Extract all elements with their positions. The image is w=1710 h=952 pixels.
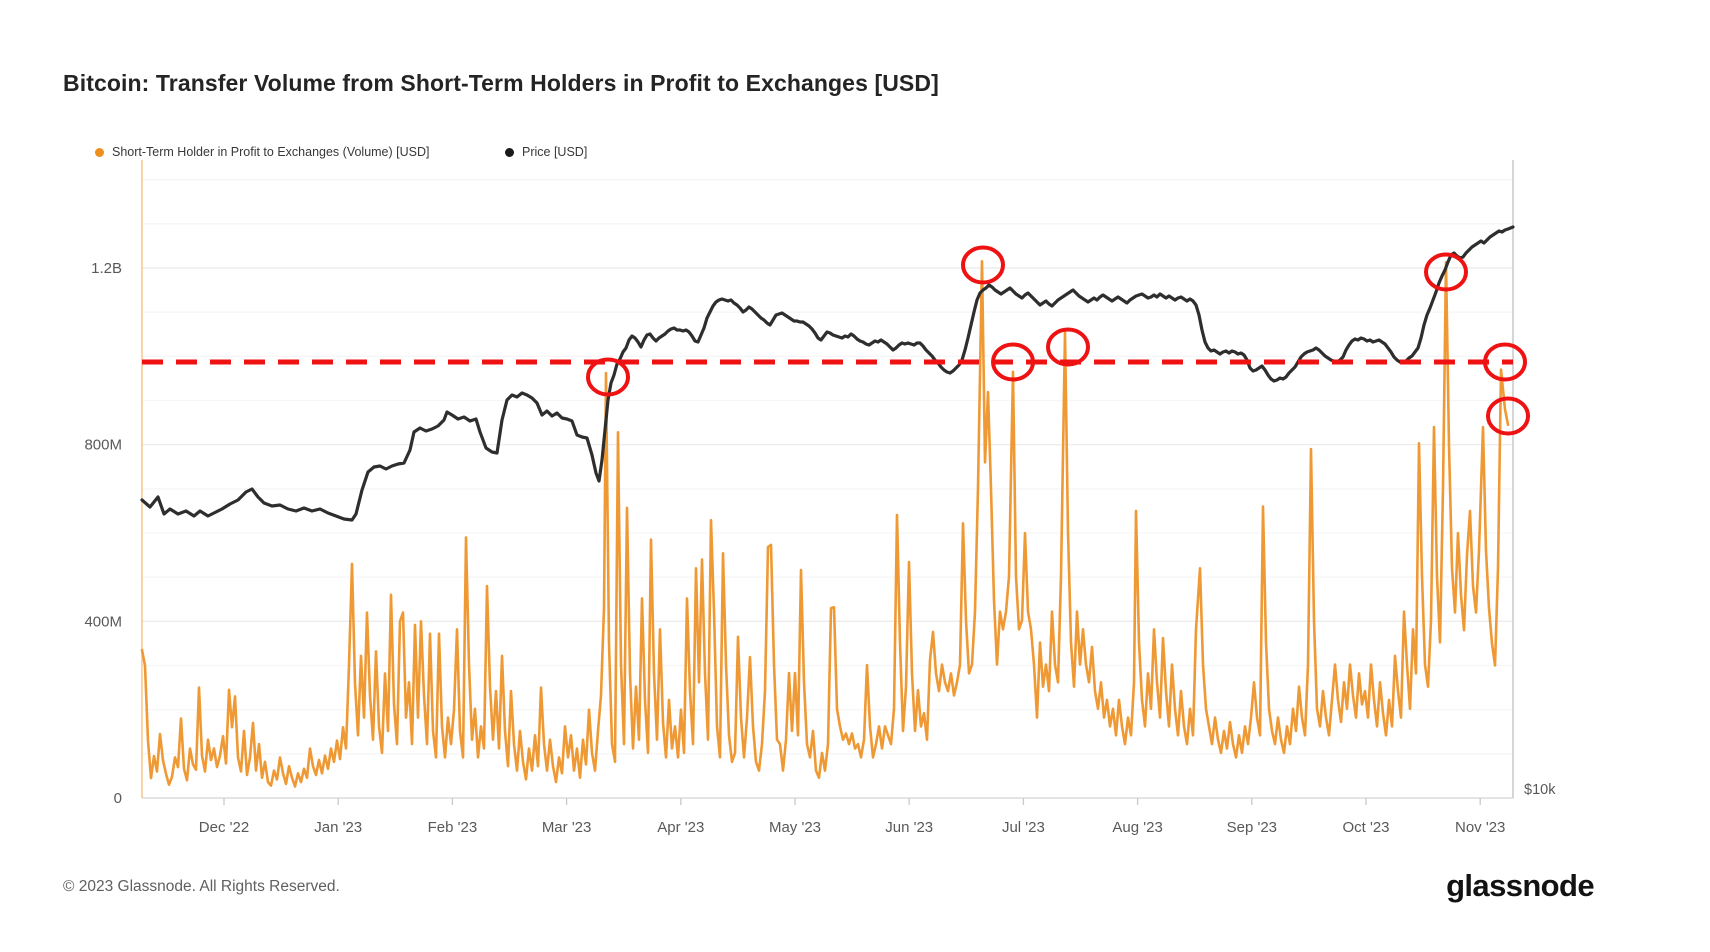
annotation-circle xyxy=(586,357,630,397)
copyright-text: © 2023 Glassnode. All Rights Reserved. xyxy=(63,878,340,895)
y-axis-tick-label: 1.2B xyxy=(91,260,122,277)
x-axis-tick-label: Jun '23 xyxy=(885,819,933,836)
annotation-circle xyxy=(1046,327,1090,367)
legend-item-price[interactable]: Price [USD] xyxy=(505,145,587,159)
volume-series-line xyxy=(140,259,1510,788)
x-axis-tick-label: Mar '23 xyxy=(542,819,592,836)
y-axis-tick-label: 0 xyxy=(114,790,122,807)
price-series-line xyxy=(140,225,1515,522)
legend-volume-label: Short-Term Holder in Profit to Exchanges… xyxy=(112,145,430,159)
x-axis-tick-label: Oct '23 xyxy=(1342,819,1389,836)
legend-price-dot-icon xyxy=(505,147,514,157)
x-axis-tick-label: Jul '23 xyxy=(1002,819,1045,836)
x-axis-tick-label: Dec '22 xyxy=(199,819,249,836)
x-axis-tick-label: May '23 xyxy=(769,819,821,836)
x-axis-tick-label: Aug '23 xyxy=(1112,819,1162,836)
x-axis-tick-label: Nov '23 xyxy=(1455,819,1505,836)
glassnode-logo: glassnode xyxy=(1446,868,1595,903)
x-axis-tick-label: Feb '23 xyxy=(428,819,478,836)
annotation-circle xyxy=(961,245,1005,285)
annotation-circle xyxy=(1483,342,1527,382)
x-axis-tick-label: Sep '23 xyxy=(1227,819,1277,836)
y-axis-right-label: $10k xyxy=(1524,782,1556,798)
legend: Short-Term Holder in Profit to Exchanges… xyxy=(0,145,1710,163)
y-axis-tick-label: 400M xyxy=(84,613,122,630)
x-axis-tick-label: Apr '23 xyxy=(657,819,704,836)
legend-volume-dot-icon xyxy=(95,147,104,157)
chart-canvas: 0 400M 800M 1.2B $10k Dec '22 Jan '23 Feb '23 Ma… xyxy=(84,160,1556,836)
x-axis-tick-label: Jan '23 xyxy=(314,819,362,836)
chart-title: Bitcoin: Transfer Volume from Short-Term… xyxy=(63,70,939,96)
y-axis-tick-label: 800M xyxy=(84,437,122,454)
legend-item-volume[interactable]: Short-Term Holder in Profit to Exchanges… xyxy=(95,145,429,159)
annotation-circle xyxy=(991,342,1035,382)
legend-price-label: Price [USD] xyxy=(522,145,588,159)
annotation-circle xyxy=(1486,396,1530,436)
annotation-circle xyxy=(1424,252,1468,292)
